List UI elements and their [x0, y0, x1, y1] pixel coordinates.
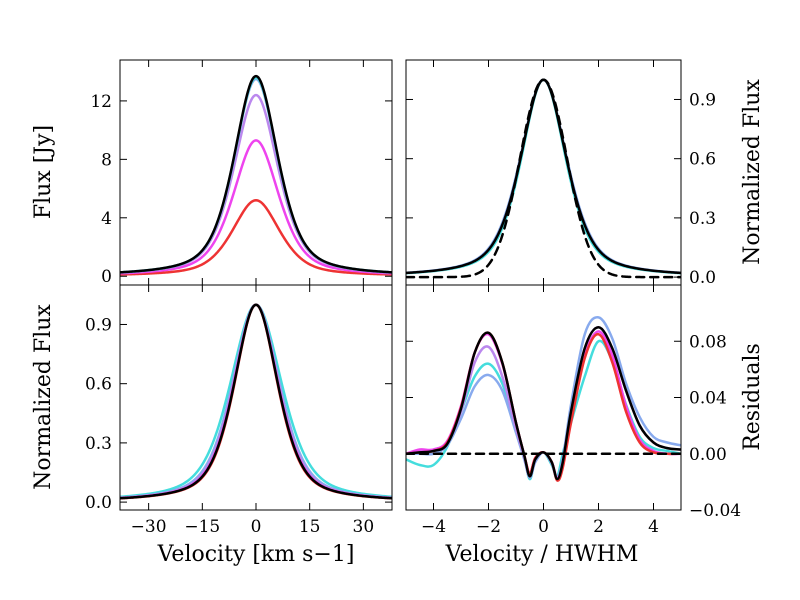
top-left-series-magenta — [120, 139, 392, 275]
bottom-left-xtick-label-1: −15 — [184, 517, 220, 537]
bottom-right-ytick-label-3: 0.08 — [689, 332, 727, 352]
bottom-left-xlabel: Velocity [km s−1] — [157, 542, 355, 567]
bottom-right-series-group — [406, 316, 681, 482]
bottom-left-ylabel: Normalized Flux — [31, 304, 56, 490]
bottom-right-xtick-label-3: 2 — [593, 517, 604, 537]
bottom-right-ytick-label-2: 0.04 — [689, 389, 727, 409]
bottom-left-xtick-label-3: 15 — [299, 517, 321, 537]
top-left-ytick-label-2: 8 — [101, 150, 112, 170]
top-right-ytick-label-3: 0.9 — [689, 90, 716, 110]
top-left-ylabel: Flux [Jy] — [31, 125, 56, 219]
top-right-ylabel: Normalized Flux — [740, 79, 765, 265]
bottom-right-series-black — [406, 325, 681, 481]
bottom-left-ytick-label-3: 0.9 — [85, 315, 112, 335]
top-right-ytick-label-0: 0.0 — [689, 268, 716, 288]
bottom-right-xtick-label-4: 4 — [648, 517, 659, 537]
top-right-series-group — [406, 78, 681, 279]
bottom-left-ytick-label-2: 0.6 — [85, 375, 112, 395]
top-left-ytick-label-0: 0 — [101, 267, 112, 287]
panel-bottom-left: −30 −15 0 15 30 0.0 0.3 0.6 0.9 — [85, 284, 393, 537]
bottom-right-ytick-label-1: 0.00 — [689, 445, 727, 465]
bottom-left-xtick-label-0: −30 — [131, 517, 167, 537]
top-left-ytick-label-3: 12 — [90, 92, 112, 112]
top-left-ytick-label-1: 4 — [101, 209, 112, 229]
bottom-left-xtick-label-4: 30 — [353, 517, 375, 537]
bottom-right-xtick-label-2: 0 — [538, 517, 549, 537]
panel-top-right: 0.0 0.3 0.6 0.9 — [405, 59, 716, 288]
bottom-left-ytick-label-1: 0.3 — [85, 434, 112, 454]
top-left-series-red — [120, 199, 392, 276]
bottom-right-ylabel: Residuals — [740, 343, 765, 451]
top-right-series-gaussian — [406, 78, 681, 279]
bottom-left-series-black — [120, 303, 392, 500]
top-left-series-group — [120, 74, 392, 276]
top-left-series-black — [120, 74, 392, 274]
bottom-right-xlabel: Velocity / HWHM — [445, 542, 639, 567]
bottom-left-xtick-label-2: 0 — [251, 517, 262, 537]
panel-bottom-right: −4 −2 0 2 4 −0.04 0.00 0.04 0.08 — [405, 284, 741, 537]
bottom-right-xtick-label-0: −4 — [421, 517, 446, 537]
top-right-ytick-label-2: 0.6 — [689, 150, 716, 170]
top-right-ytick-label-1: 0.3 — [689, 209, 716, 229]
bottom-left-series-group — [120, 303, 392, 500]
bottom-left-ytick-label-0: 0.0 — [85, 493, 112, 513]
bottom-right-xtick-label-1: −2 — [476, 517, 501, 537]
bottom-right-ytick-label-0: −0.04 — [689, 501, 741, 521]
